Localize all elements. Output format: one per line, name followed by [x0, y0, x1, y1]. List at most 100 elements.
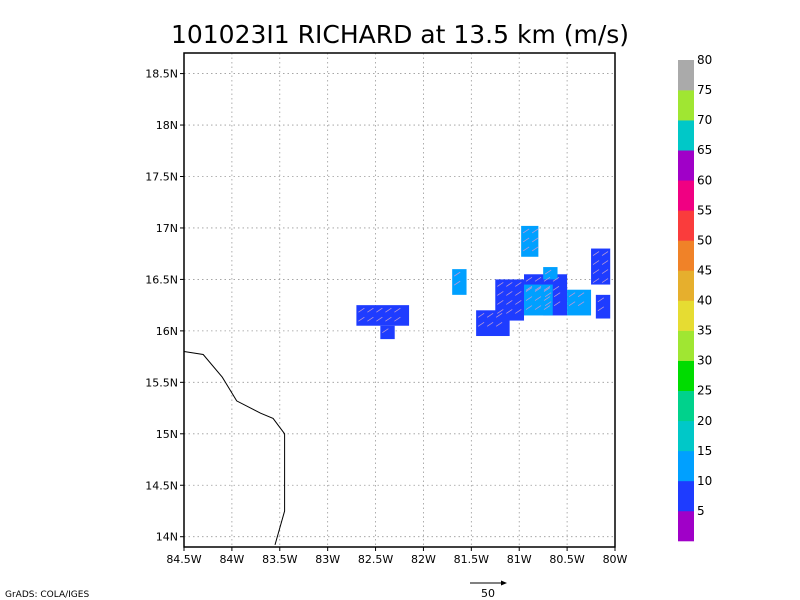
y-tick-label: 18N	[156, 119, 178, 132]
wind-arrow	[515, 309, 522, 314]
wind-arrow	[592, 269, 600, 274]
x-tick-label: 84.5W	[166, 553, 201, 566]
wind-arrow	[497, 300, 504, 305]
wind-arrow	[358, 316, 365, 322]
wind-arrow	[453, 280, 461, 286]
wind-arrow	[531, 228, 539, 234]
wind-arrow	[522, 246, 530, 252]
wind-arrow	[525, 287, 533, 292]
reference-vector: 50	[470, 580, 507, 600]
wind-arrow	[486, 312, 494, 318]
wind-arrow	[522, 228, 530, 234]
colorbar-swatch	[678, 150, 694, 181]
colorbar-swatch	[678, 120, 694, 151]
colorbar-label: 60	[697, 173, 712, 187]
reference-vector-head	[501, 580, 507, 586]
wind-cell	[495, 279, 525, 321]
wind-arrow	[497, 282, 504, 287]
colorbar-swatch	[678, 450, 694, 482]
colorbar-swatch	[678, 330, 694, 361]
colorbar-label: 50	[697, 233, 712, 247]
wind-arrow	[592, 278, 600, 283]
wind-arrow	[543, 287, 551, 292]
wind-arrow	[515, 300, 522, 305]
wind-arrow	[592, 251, 600, 256]
wind-arrow	[477, 312, 485, 318]
wind-cell	[543, 267, 558, 280]
wind-arrow	[544, 301, 552, 307]
colorbar-label: 20	[697, 414, 712, 428]
wind-arrow	[497, 291, 504, 296]
colorbar-swatch	[678, 390, 694, 422]
wind-arrow	[453, 271, 461, 277]
colorbar-label: 65	[697, 143, 712, 157]
wind-arrow	[534, 305, 542, 310]
wind-arrow	[577, 301, 585, 307]
y-tick-label: 16.5N	[145, 273, 178, 286]
colorbar-swatch	[678, 510, 694, 542]
colorbar-swatch	[678, 420, 694, 452]
x-tick-label: 81W	[507, 553, 532, 566]
wind-arrow	[394, 307, 401, 313]
wind-arrow	[522, 237, 530, 243]
wind-arrow	[534, 287, 542, 292]
wind-arrow	[358, 307, 365, 313]
wind-arrow	[543, 285, 551, 291]
y-axis-ticks: 14N 14.5N 15N 15.5N 16N 16.5N 17N 17.5N 18N 18.5N	[145, 68, 184, 544]
wind-arrow	[495, 312, 503, 318]
y-tick-label: 14.5N	[145, 479, 178, 492]
colorbar-swatch	[678, 480, 694, 512]
wind-arrow	[553, 292, 561, 298]
colorbar-label: 30	[697, 354, 712, 368]
wind-arrow	[544, 269, 552, 275]
x-tick-label: 80W	[603, 553, 628, 566]
wind-arrow	[544, 292, 552, 298]
wind-arrow	[568, 292, 576, 298]
wind-arrow	[486, 321, 494, 327]
wind-arrow	[506, 300, 513, 305]
y-tick-label: 15.5N	[145, 376, 178, 389]
colorbar-label: 5	[697, 504, 705, 518]
coastline-path	[183, 351, 286, 546]
wind-arrow	[497, 309, 504, 314]
colorbar-label: 10	[697, 474, 712, 488]
colorbar-label: 40	[697, 294, 712, 308]
reference-vector-label: 50	[481, 587, 495, 600]
x-axis-ticks: 84.5W 84W 83.5W 83W 82.5W 82W 81.5W 81W 80.5W 80W	[166, 547, 628, 566]
wind-arrow	[506, 282, 513, 287]
wind-arrow	[534, 285, 542, 291]
coastline	[183, 351, 286, 546]
wind-arrow	[495, 321, 503, 327]
wind-arrow	[525, 285, 533, 291]
wind-cell	[380, 325, 395, 340]
wind-arrow	[531, 246, 539, 252]
colorbar-label: 15	[697, 444, 712, 458]
plot-frame	[183, 52, 616, 548]
wind-arrow	[552, 285, 560, 291]
y-tick-label: 15N	[156, 428, 178, 441]
y-tick-label: 17N	[156, 222, 178, 235]
wind-arrow	[601, 251, 609, 256]
wind-arrow	[531, 237, 539, 243]
wind-arrow	[376, 307, 383, 313]
colorbar-label: 75	[697, 83, 712, 97]
wind-arrow	[477, 321, 485, 327]
wind-arrow	[506, 309, 513, 314]
colorbar-swatch	[678, 240, 694, 271]
wind-arrow	[382, 328, 389, 334]
wind-arrow	[568, 301, 576, 307]
wind-arrow	[601, 278, 609, 283]
wind-arrow	[592, 260, 600, 265]
footer-credit: GrADS: COLA/IGES	[5, 590, 89, 600]
colorbar-swatch	[678, 270, 694, 301]
colorbar-swatch	[678, 180, 694, 211]
wind-arrow	[552, 276, 560, 282]
x-tick-label: 84W	[219, 553, 244, 566]
wind-cell	[591, 248, 611, 285]
wind-arrow	[515, 291, 522, 296]
wind-arrow	[543, 296, 551, 301]
wind-arrow	[525, 296, 533, 301]
wind-arrow	[601, 260, 609, 265]
y-tick-label: 17.5N	[145, 171, 178, 184]
